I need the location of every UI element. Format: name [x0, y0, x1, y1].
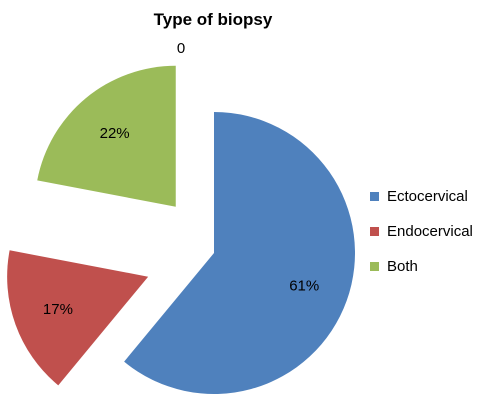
legend-label-endocervical: Endocervical [387, 223, 473, 240]
pie-data-labels: 61% 17% 22% [43, 125, 319, 318]
annotation-zero: 0 [177, 40, 185, 57]
pie-slice-both [37, 65, 176, 207]
pie-slices [7, 65, 355, 394]
legend-swatch-ectocervical [370, 192, 379, 201]
pie-slice-ectocervical [124, 112, 355, 394]
chart-legend: Ectocervical Endocervical Both [370, 188, 473, 275]
data-label-ectocervical: 61% [289, 277, 319, 294]
legend-label-both: Both [387, 258, 418, 275]
pie-slice-endocervical [7, 250, 149, 386]
data-label-endocervical: 17% [43, 301, 73, 318]
legend-swatch-endocervical [370, 227, 379, 236]
legend-swatch-both [370, 262, 379, 271]
chart-title: Type of biopsy [154, 10, 273, 29]
legend-label-ectocervical: Ectocervical [387, 188, 468, 205]
data-label-both: 22% [100, 125, 130, 142]
